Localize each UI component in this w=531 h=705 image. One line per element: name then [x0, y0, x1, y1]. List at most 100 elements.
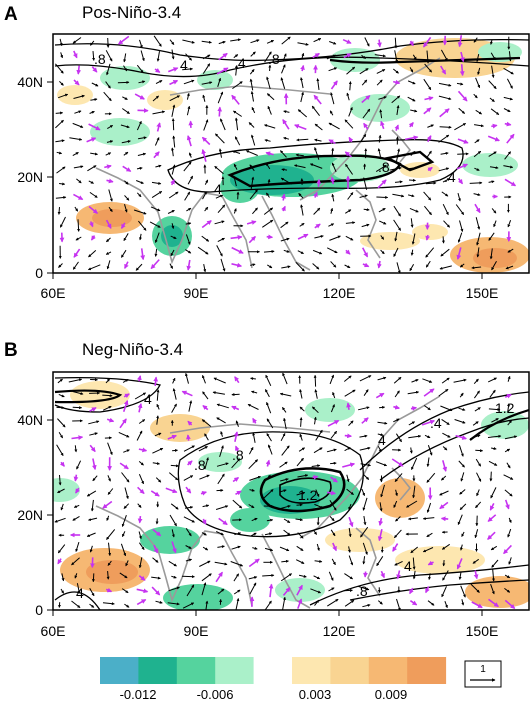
wind-vector: [119, 572, 128, 579]
wind-vector: [119, 418, 127, 429]
wind-vector: [246, 220, 257, 225]
wind-vector: [504, 178, 517, 187]
wind-vector: [120, 124, 130, 129]
wind-vector: [73, 94, 85, 99]
wind-vector: [508, 517, 512, 524]
wind-vector: [203, 264, 207, 273]
wind-vector: [394, 560, 403, 566]
wind-vector: [315, 489, 320, 498]
wind-vector: [393, 418, 400, 423]
wind-vector: [186, 135, 192, 147]
wind-vector: [328, 571, 334, 581]
panel-a-letter: A: [4, 4, 18, 25]
wind-vector: [118, 431, 130, 438]
wind-vector: [504, 435, 518, 440]
wind-vector: [442, 203, 449, 216]
panel-a-frame: [52, 33, 530, 274]
wind-vector: [106, 417, 115, 423]
wind-vector: [459, 220, 464, 232]
wind-vector: [218, 52, 228, 61]
wind-vector: [152, 447, 164, 454]
wind-vector: [168, 560, 177, 567]
wind-vector: [332, 542, 337, 552]
wind-vector: [459, 503, 467, 511]
wind-vector: [138, 575, 146, 581]
wind-vector: [300, 77, 304, 89]
wind-vector: [474, 407, 481, 412]
wind-vector: [358, 585, 370, 591]
wind-vector: [102, 394, 113, 398]
wind-vector: [87, 264, 101, 271]
wind-vector: [363, 122, 369, 130]
wind-vector: [331, 162, 337, 173]
wind-vector: [90, 152, 98, 156]
wind-vector: [440, 65, 447, 75]
wind-vector: [171, 49, 175, 60]
wind-vector: [88, 420, 100, 425]
wind-vector: [490, 545, 498, 551]
wind-vector: [312, 474, 319, 480]
wind-vector: [57, 378, 63, 384]
wind-vector: [105, 81, 111, 89]
wind-vector: [249, 488, 255, 492]
wind-vector: [441, 543, 450, 550]
wind-vector: [214, 165, 224, 175]
wind-vector: [250, 91, 254, 102]
wind-vector: [187, 460, 193, 466]
wind-vector: [91, 82, 99, 87]
wind-vector: [344, 599, 355, 607]
wind-vector: [438, 82, 452, 87]
wind-vector: [394, 37, 398, 49]
wind-vector: [330, 207, 334, 214]
wind-vector: [331, 193, 335, 202]
wind-vector: [169, 39, 175, 45]
wind-vector: [72, 391, 84, 395]
wind-vector: [458, 445, 464, 457]
wind-vector: [201, 518, 207, 525]
wind-vector: [472, 421, 479, 426]
wind-vector: [441, 377, 450, 384]
wind-vector: [348, 516, 354, 528]
wind-vector: [201, 374, 206, 384]
wind-vector: [475, 501, 482, 509]
wind-vector: [281, 406, 287, 413]
wind-vector: [230, 235, 243, 240]
wind-vector: [474, 167, 480, 171]
wind-vector: [231, 545, 241, 550]
wind-vector: [201, 532, 207, 536]
wind-vector: [377, 433, 384, 437]
x-tick-label: 60E: [41, 623, 66, 639]
wind-vector: [297, 598, 303, 609]
wind-vector: [215, 194, 224, 199]
wind-vector: [395, 433, 402, 443]
wind-vector: [251, 106, 256, 114]
wind-vector: [54, 517, 66, 523]
wind-vector: [283, 110, 290, 114]
wind-vector: [457, 232, 463, 243]
wind-vector: [283, 518, 291, 524]
wind-vector: [231, 405, 240, 411]
wind-vector: [456, 247, 462, 260]
wind-vector: [491, 559, 499, 568]
wind-vector: [90, 499, 94, 512]
wind-vector: [377, 148, 381, 157]
wind-vector: [152, 110, 166, 115]
panel-a-shading: [57, 38, 529, 273]
wind-vector: [396, 598, 401, 610]
wind-vector: [299, 417, 303, 427]
wind-vector: [409, 447, 413, 454]
wind-vector: [265, 474, 271, 481]
wind-vector: [58, 431, 64, 439]
wind-vector: [392, 193, 405, 198]
wind-vector: [248, 459, 258, 470]
wind-vector: [106, 260, 111, 270]
wind-vector: [470, 434, 481, 440]
wind-vector: [438, 167, 450, 172]
wind-vector: [411, 457, 418, 471]
wind-vector: [330, 92, 335, 105]
wind-vector: [504, 151, 511, 160]
wind-vector: [138, 136, 147, 140]
wind-vector: [89, 545, 93, 553]
wind-vector: [507, 248, 514, 253]
wind-vector: [475, 217, 481, 230]
